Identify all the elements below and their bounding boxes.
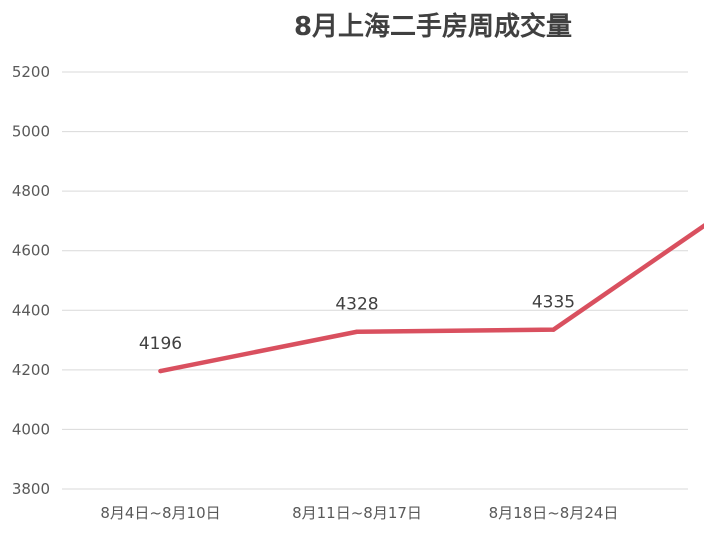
data-point xyxy=(354,329,360,334)
x-tick-label: 8月4日~8月10日 xyxy=(100,504,220,522)
y-tick-label: 3800 xyxy=(12,480,50,498)
x-tick-label: 8月11日~8月17日 xyxy=(292,504,422,522)
y-tick-label: 4400 xyxy=(12,301,50,319)
data-labels: 4196 4328 4335 xyxy=(139,293,575,354)
y-tick-label: 5200 xyxy=(12,63,50,81)
data-label: 4328 xyxy=(335,295,378,315)
x-tick-label: 8月18日~8月24日 xyxy=(489,504,619,522)
gridlines xyxy=(62,71,688,490)
chart-title: 8月上海二手房周成交量 xyxy=(293,12,573,42)
data-point xyxy=(551,327,556,332)
y-tick-label: 4800 xyxy=(12,182,50,200)
y-tick-label: 4000 xyxy=(12,420,50,438)
series-line xyxy=(158,223,704,374)
data-label: 4196 xyxy=(139,334,182,354)
data-point xyxy=(158,368,163,374)
series-group xyxy=(158,223,704,374)
y-tick-label: 4200 xyxy=(12,361,50,379)
y-axis-ticks: 3800 4000 4200 4400 4600 4800 5000 5200 xyxy=(12,63,50,498)
y-tick-label: 4600 xyxy=(12,242,50,260)
y-tick-label: 5000 xyxy=(12,123,50,141)
data-label: 4335 xyxy=(532,293,575,313)
